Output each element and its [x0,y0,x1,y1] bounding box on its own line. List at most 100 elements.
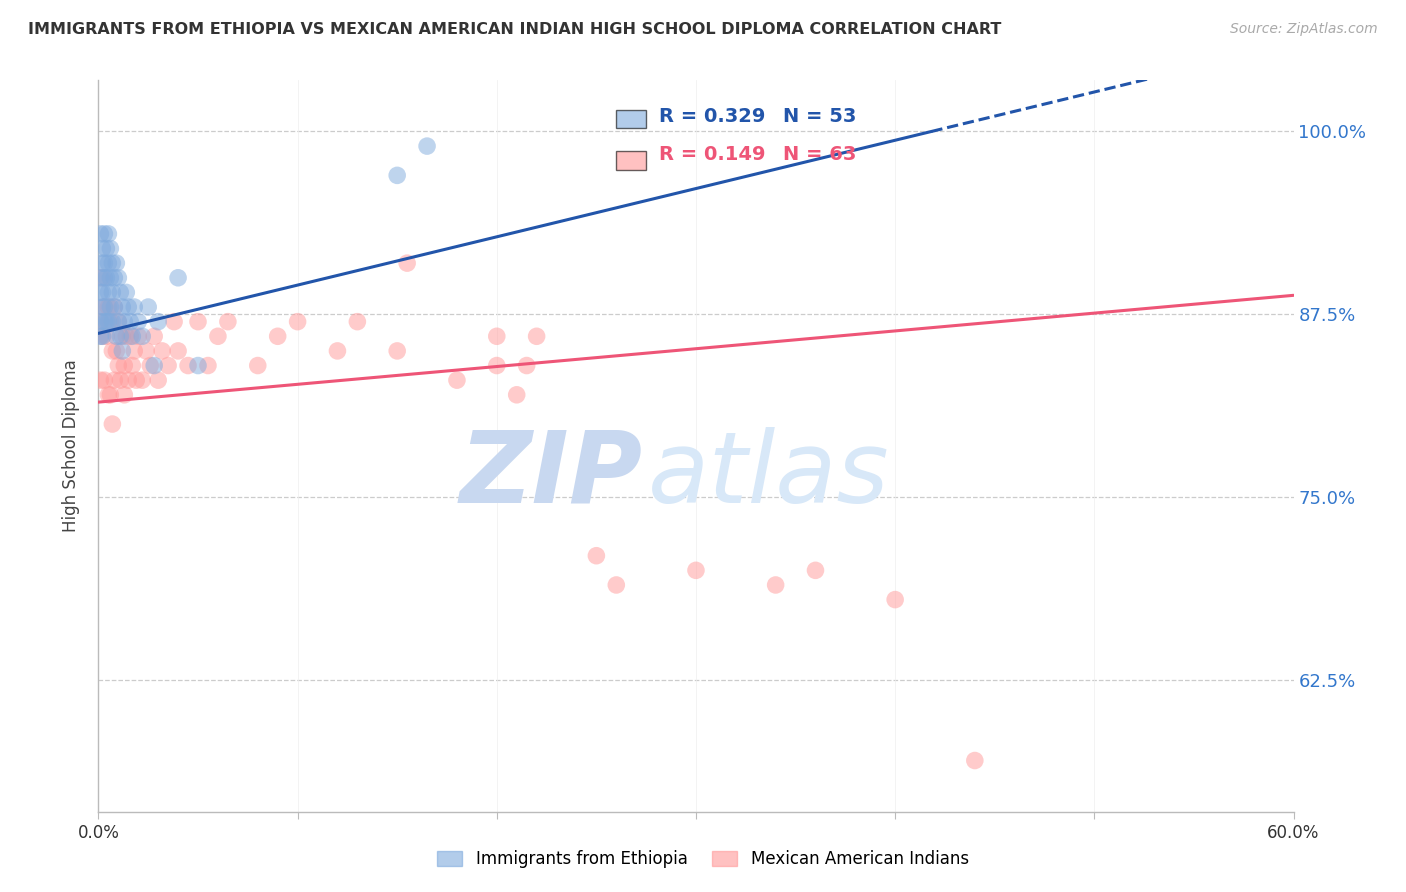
Point [89,373,111,387]
Point [101,285,124,300]
Point [124,300,146,314]
Text: N = 53: N = 53 [783,107,856,126]
Point [98,388,122,402]
Text: R = 0.149: R = 0.149 [659,145,766,163]
Point [135,343,157,358]
Point [125,373,148,387]
Point [103,270,125,285]
Point [111,300,134,314]
Point [115,285,138,300]
Point [112,388,135,402]
Point [103,300,125,314]
Point [167,343,190,358]
Point [89,315,111,329]
Point [124,343,146,358]
Point [110,285,132,300]
Point [110,329,132,343]
Y-axis label: High School Diploma: High School Diploma [62,359,80,533]
Point [385,169,409,183]
Point [506,388,529,402]
Text: ZIP: ZIP [460,426,643,524]
Point [326,343,349,358]
Point [89,329,111,343]
Point [117,373,139,387]
Point [167,270,190,285]
Point [107,315,129,329]
Point [112,315,135,329]
Point [163,315,186,329]
Point [485,359,508,373]
Point [605,578,627,592]
Point [93,270,115,285]
Point [105,329,128,343]
Point [89,285,111,300]
Text: atlas: atlas [648,426,890,524]
Point [97,388,120,402]
Point [217,315,239,329]
Point [120,329,142,343]
Point [96,270,118,285]
Point [101,315,124,329]
Point [150,343,173,358]
Point [89,315,111,329]
Point [91,300,114,314]
Point [765,578,787,592]
Point [93,300,115,314]
Point [385,343,409,358]
Point [136,300,159,314]
Point [446,373,468,387]
Point [207,329,229,343]
Point [111,329,134,343]
Point [177,359,200,373]
Point [396,256,419,270]
Point [187,315,209,329]
Point [685,563,707,577]
Point [112,359,135,373]
Point [884,592,907,607]
Text: IMMIGRANTS FROM ETHIOPIA VS MEXICAN AMERICAN INDIAN HIGH SCHOOL DIPLOMA CORRELAT: IMMIGRANTS FROM ETHIOPIA VS MEXICAN AMER… [28,22,1001,37]
Point [287,315,309,329]
Point [98,315,122,329]
Text: N = 63: N = 63 [783,145,856,163]
FancyBboxPatch shape [616,110,645,128]
Point [139,359,162,373]
Point [89,227,111,241]
Point [93,256,115,270]
Point [143,359,166,373]
Text: Source: ZipAtlas.com: Source: ZipAtlas.com [1230,22,1378,37]
Point [115,329,138,343]
Point [963,754,986,768]
Point [148,315,170,329]
Point [105,256,128,270]
Point [93,300,115,314]
Point [485,329,508,343]
Point [91,329,114,343]
Point [98,300,122,314]
Point [526,329,548,343]
Point [97,300,120,314]
Point [346,315,368,329]
Point [187,359,209,373]
Point [157,359,180,373]
Point [91,256,114,270]
Point [121,359,143,373]
Point [143,329,166,343]
Point [107,270,129,285]
Point [91,329,114,343]
FancyBboxPatch shape [616,151,645,169]
Point [117,300,139,314]
Point [91,285,114,300]
Point [96,315,118,329]
Point [103,300,125,314]
Point [131,329,153,343]
Point [110,373,132,387]
Point [101,256,124,270]
Point [105,343,128,358]
Point [107,315,129,329]
Point [121,329,143,343]
Point [93,227,115,241]
Point [101,343,124,358]
Point [91,242,114,256]
Point [107,359,129,373]
Text: R = 0.329: R = 0.329 [659,107,766,126]
